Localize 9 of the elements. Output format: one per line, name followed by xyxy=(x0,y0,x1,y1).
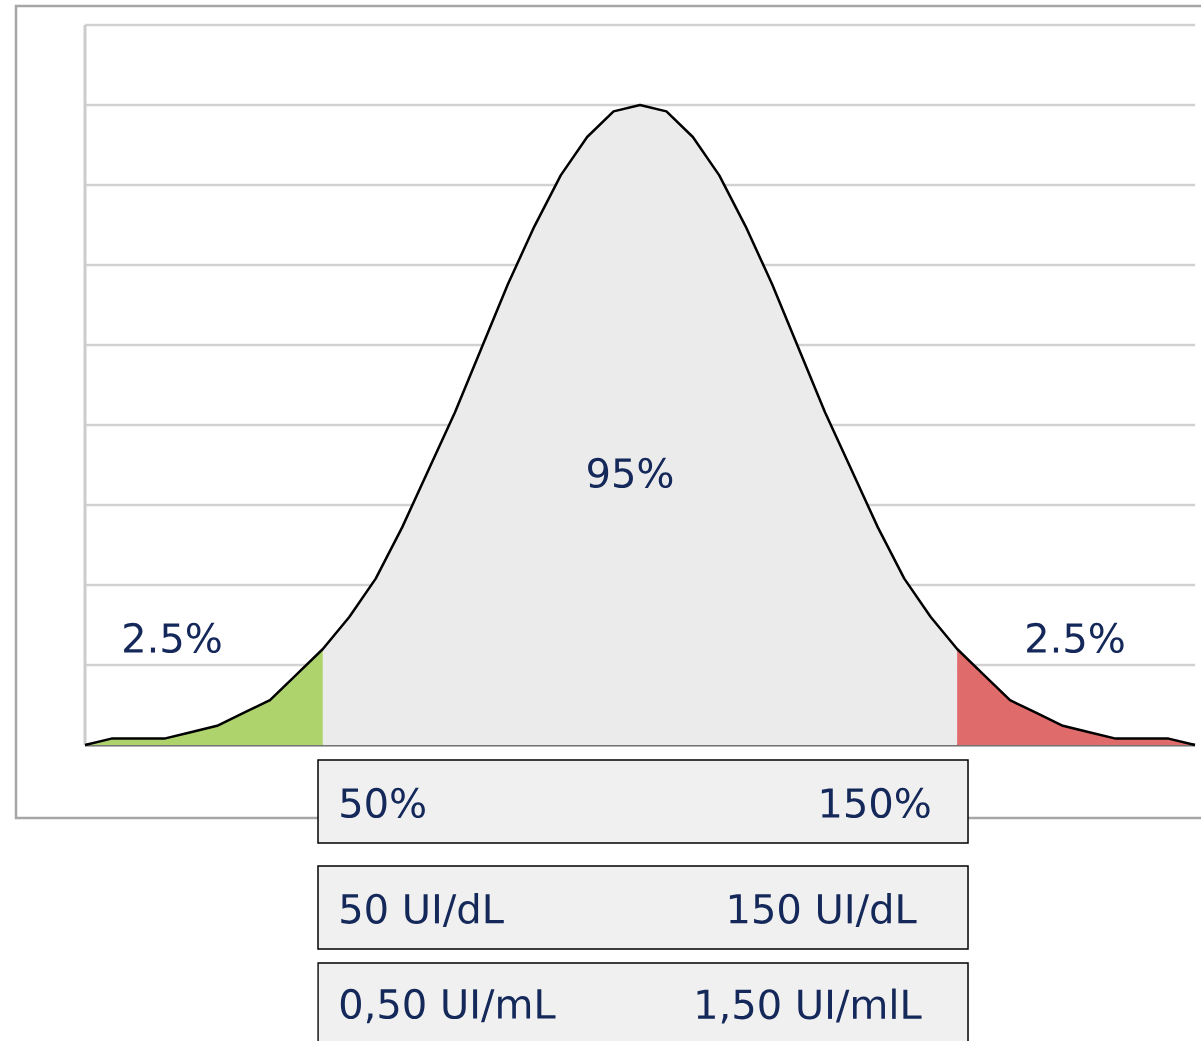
text: 50% xyxy=(341,787,425,819)
annotation: 2.5% xyxy=(1027,622,1124,654)
text: 150% xyxy=(821,787,930,819)
text: 0,50 UI/mL xyxy=(340,988,556,1024)
annotation: 2.5% xyxy=(124,622,221,654)
annotation: 95% xyxy=(588,457,673,489)
text: 50 UI/dL xyxy=(341,892,504,928)
text: 1,50 UI/mlL xyxy=(697,988,922,1024)
text: 150 UI/dL xyxy=(729,892,917,928)
